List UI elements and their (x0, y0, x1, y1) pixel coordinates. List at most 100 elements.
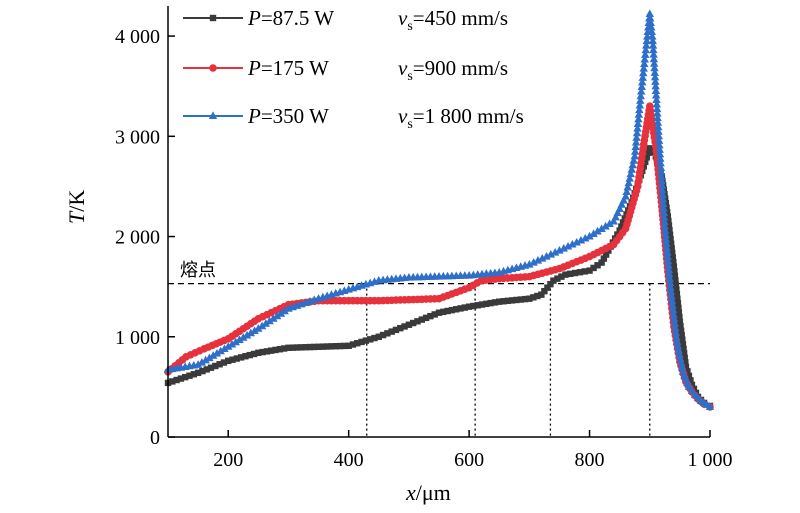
square-marker (237, 354, 245, 361)
square-marker (664, 213, 672, 220)
square-marker (687, 377, 694, 384)
triangle-marker (529, 257, 538, 266)
square-marker (457, 305, 464, 312)
triangle-marker (657, 181, 667, 189)
square-marker (558, 273, 565, 280)
square-marker (670, 263, 678, 270)
triangle-marker (208, 351, 218, 359)
x-axis-title: x/μm (405, 480, 451, 505)
triangle-marker (261, 319, 271, 327)
square-marker (643, 154, 650, 161)
triangle-marker (197, 357, 207, 366)
square-marker (225, 357, 232, 365)
triangle-marker (705, 402, 715, 410)
triangle-marker (648, 41, 658, 49)
melting-point-label: 熔点 (180, 260, 216, 281)
square-marker (414, 318, 421, 325)
triangle-marker (642, 41, 651, 49)
melting-guides (168, 282, 710, 437)
x-ticks: 200 400 600 800 1 000 (213, 430, 733, 471)
square-marker (571, 269, 579, 277)
square-marker (677, 323, 684, 330)
square-marker (199, 367, 206, 375)
triangle-marker (650, 68, 659, 76)
triangle-marker (257, 321, 267, 330)
square-marker (669, 249, 676, 257)
square-marker (371, 334, 378, 342)
square-marker (427, 312, 434, 320)
triangle-marker (265, 316, 274, 325)
x-tick-label: 1 000 (688, 449, 733, 471)
square-marker (418, 316, 425, 323)
square-marker (186, 372, 193, 379)
triangle-marker (637, 82, 646, 91)
square-marker (349, 341, 357, 348)
legend-item: P=175 W vs=900 mm/s (183, 56, 508, 84)
triangle-marker (639, 68, 648, 77)
triangle-marker (630, 147, 640, 155)
triangle-marker (654, 131, 664, 140)
square-marker (688, 381, 696, 389)
triangle-marker (542, 251, 551, 260)
triangle-marker (631, 137, 641, 146)
square-marker (667, 240, 675, 248)
triangle-marker (646, 18, 655, 27)
triangle-marker (669, 314, 679, 322)
triangle-marker (648, 36, 657, 45)
triangle-marker (654, 127, 663, 135)
legend-item: P=350 W vs=1 800 mm/s (183, 104, 524, 132)
triangle-marker (224, 342, 233, 350)
square-marker (259, 348, 266, 356)
square-marker (440, 308, 447, 316)
square-marker (405, 321, 413, 328)
square-marker (298, 344, 305, 351)
triangle-marker (658, 185, 667, 194)
triangle-marker (637, 87, 646, 95)
square-marker (669, 254, 676, 261)
square-marker (216, 361, 223, 368)
legend-item: P=87.5 W vs=450 mm/s (183, 6, 508, 34)
square-marker (379, 331, 387, 339)
triangle-marker (673, 341, 682, 350)
square-marker (675, 304, 682, 312)
square-marker (268, 347, 275, 354)
triangle-marker (235, 335, 244, 344)
square-marker (619, 219, 627, 226)
square-marker (544, 284, 551, 291)
square-marker (676, 318, 684, 325)
series-square (164, 145, 714, 410)
triangle-marker (671, 323, 680, 332)
square-marker (448, 306, 456, 314)
triangle-marker (242, 330, 252, 339)
square-marker (679, 336, 686, 343)
square-marker (397, 324, 404, 332)
triangle-marker (665, 269, 674, 278)
square-marker (646, 145, 653, 152)
square-marker (600, 255, 608, 262)
square-marker (680, 345, 687, 352)
triangle-marker (632, 128, 642, 137)
triangle-marker (563, 241, 573, 250)
square-marker (513, 296, 520, 304)
triangle-marker (208, 111, 218, 119)
triangle-marker (654, 136, 664, 144)
triangle-marker (254, 324, 263, 332)
triangle-marker (625, 174, 634, 182)
square-marker (681, 354, 688, 362)
triangle-marker (663, 256, 673, 265)
series-circle (164, 102, 714, 411)
triangle-marker (631, 142, 640, 151)
square-marker (672, 277, 679, 284)
y-axis-title: T/K (64, 190, 89, 224)
triangle-marker (652, 104, 662, 113)
triangle-marker (638, 73, 647, 81)
triangle-marker (648, 31, 657, 40)
square-marker (435, 309, 443, 316)
triangle-marker (655, 145, 664, 153)
triangle-marker (661, 226, 670, 234)
square-marker (453, 306, 460, 313)
triangle-marker (641, 50, 650, 58)
triangle-marker (659, 208, 669, 216)
square-marker (668, 245, 675, 252)
triangle-marker (653, 118, 663, 126)
